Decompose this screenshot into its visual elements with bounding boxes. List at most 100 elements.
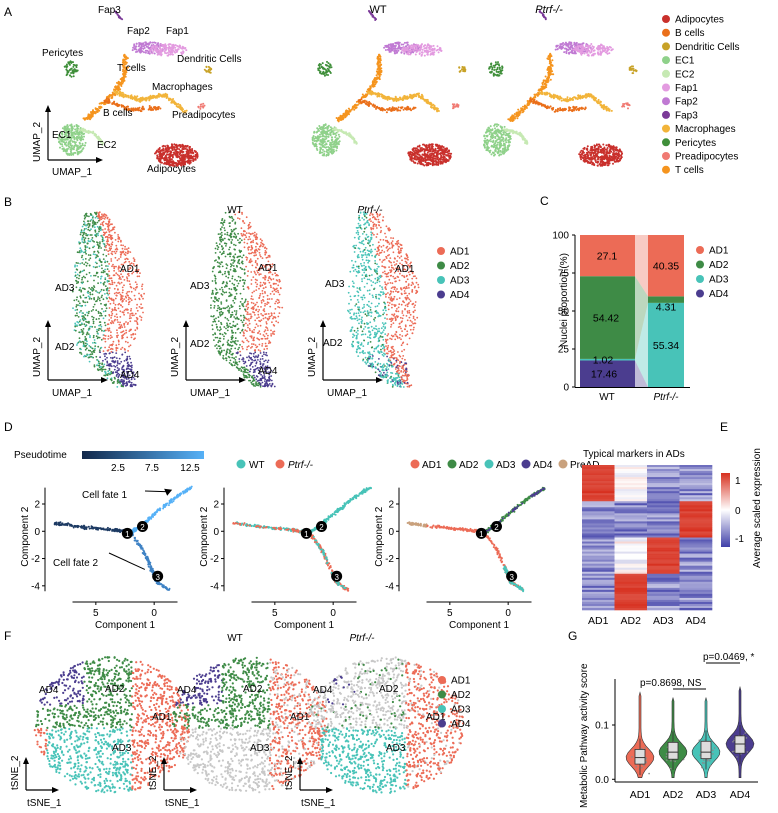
heatmap-cell xyxy=(647,495,680,498)
heatmap-cell xyxy=(614,595,648,599)
heatmap-cell xyxy=(679,545,713,548)
panel-a-axes xyxy=(45,105,103,163)
legend-label: AD3 xyxy=(451,705,471,716)
heatmap-cell xyxy=(582,561,615,564)
heatmap-cell xyxy=(679,479,713,482)
umap-dendritic xyxy=(628,65,638,75)
axis-y-arrow xyxy=(320,320,326,327)
panel-b-ko-title: Ptrf-/- xyxy=(358,205,384,216)
heatmap-cell xyxy=(614,579,648,583)
axis-y-arrow xyxy=(161,757,167,764)
heatmap-cell xyxy=(582,573,615,577)
fate1-arrow xyxy=(144,490,169,493)
heatmap-cell xyxy=(582,513,615,516)
bar-segment xyxy=(580,276,635,359)
heatmap-cell xyxy=(582,579,615,583)
legend-swatch xyxy=(696,260,704,269)
heatmap-cell xyxy=(614,499,648,502)
heatmap-cell xyxy=(614,591,648,595)
axis-x-arrow xyxy=(101,377,108,383)
category-label: AD3 xyxy=(696,789,717,801)
heatmap-cell xyxy=(647,577,680,581)
umap-preadipocytes xyxy=(197,102,206,110)
flow-ad2 xyxy=(635,276,648,359)
tick-label: 5 xyxy=(272,608,278,619)
branch-node xyxy=(506,570,518,582)
heatmap-colorbar-title: Average scaled expression xyxy=(752,448,763,568)
heatmap-cell xyxy=(582,551,615,554)
heatmap-cell xyxy=(679,543,713,546)
heatmap-cell xyxy=(614,593,648,597)
heatmap-cell xyxy=(582,533,615,536)
heatmap-cell xyxy=(647,513,680,516)
panel-a-ylabel: UMAP_2 xyxy=(32,122,43,162)
heatmap-cell xyxy=(647,499,680,502)
umap-pericytes xyxy=(488,61,504,77)
heatmap-cell xyxy=(679,499,713,502)
trajectory-fate2 xyxy=(309,532,350,592)
heatmap-cell xyxy=(679,537,713,540)
heatmap-cell xyxy=(614,523,648,526)
heatmap-cell xyxy=(582,599,615,603)
legend-swatch xyxy=(696,246,704,254)
umap-macrophages xyxy=(366,90,440,113)
legend-label: Fap1 xyxy=(675,83,698,94)
heatmap-cell xyxy=(647,505,680,508)
branch-node-label: 1 xyxy=(125,530,130,539)
legend-swatch xyxy=(662,124,670,133)
tick-label: 5 xyxy=(93,608,99,619)
legend-swatch xyxy=(438,690,446,699)
heatmap-cell xyxy=(614,551,648,554)
panel-e-heatmap: AD1 AD2 AD3 AD4 xyxy=(582,465,713,627)
heatmap-cell xyxy=(582,465,615,468)
heatmap-cell xyxy=(679,535,713,538)
heatmap-cell xyxy=(647,531,680,534)
legend-swatch xyxy=(447,459,457,469)
heatmap-cell xyxy=(582,535,615,538)
heatmap-cell xyxy=(679,489,713,492)
umap-tcells xyxy=(335,53,383,123)
legend-label: AD3 xyxy=(709,275,729,286)
heatmap-cell xyxy=(582,491,615,494)
heatmap-cell xyxy=(647,487,680,490)
heatmap-cell xyxy=(582,529,615,532)
heatmap-cell xyxy=(582,547,615,550)
heatmap-cell xyxy=(647,489,680,492)
umap-preadipocytes xyxy=(451,103,460,110)
heatmap-cell xyxy=(614,557,648,560)
branch-node-label: 3 xyxy=(509,573,514,582)
jitter-point xyxy=(744,732,746,734)
heatmap-cell xyxy=(582,485,615,488)
data-label: 27.1 xyxy=(597,251,618,263)
panel-f-letter: F xyxy=(4,629,11,643)
heatmap-cell xyxy=(614,469,648,472)
heatmap-cell xyxy=(647,549,680,552)
heatmap-cell xyxy=(582,483,615,486)
heatmap-cell xyxy=(647,555,680,558)
tick-label: 0 xyxy=(563,383,569,394)
tick-label: -2 xyxy=(210,554,219,565)
tsne-cloud xyxy=(33,656,191,794)
umap-preadipocytes xyxy=(621,102,631,110)
jitter-point xyxy=(708,759,711,762)
tick-label: 0.1 xyxy=(595,721,609,732)
heatmap-cell xyxy=(647,605,680,609)
heatmap-cell xyxy=(614,601,648,605)
heatmap-cell xyxy=(614,485,648,488)
heatmap-cell xyxy=(582,587,615,591)
heatmap-cell xyxy=(582,555,615,558)
heatmap-cell xyxy=(679,595,713,599)
heatmap-cell xyxy=(679,473,713,476)
heatmap-cell xyxy=(614,585,648,589)
cluster-label: AD4 xyxy=(39,685,59,696)
umap-fap1 xyxy=(572,43,614,57)
heatmap-cell xyxy=(614,497,648,500)
flow-ad3 xyxy=(635,302,648,387)
legend-label: Fap2 xyxy=(675,97,698,108)
axis-ylabel: Component 2 xyxy=(20,506,31,566)
jitter-point xyxy=(713,747,716,749)
umap-fap1 xyxy=(148,43,188,57)
branch-node xyxy=(300,527,312,539)
panel-d-group-legend: WT Ptrf-/- xyxy=(236,459,314,471)
